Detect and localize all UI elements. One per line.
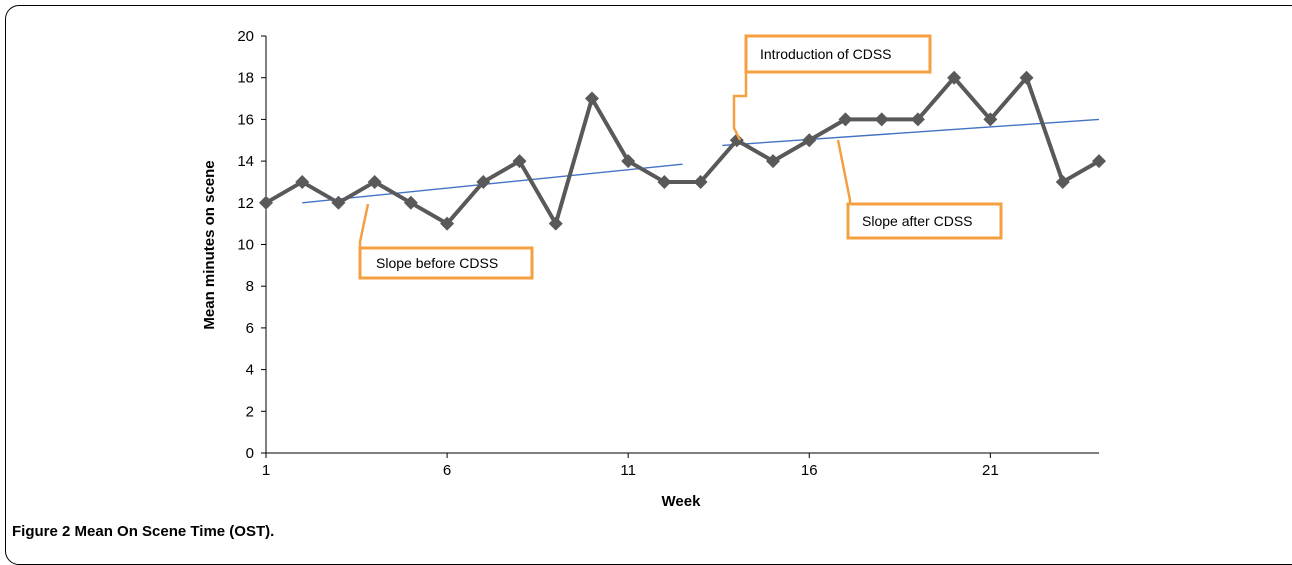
data-point [621, 154, 636, 169]
callout-introduction: Introduction of CDSS [760, 46, 892, 62]
callouts: Slope before CDSS Introduction of CDSS S… [358, 34, 1003, 280]
y-tick-label: 4 [246, 362, 254, 379]
callout-box-slope-after [846, 202, 1003, 240]
data-point [331, 195, 346, 210]
callout-slope-before: Slope before CDSS [376, 255, 498, 271]
trendlines [302, 118, 1100, 204]
callout-box-slope-before [358, 246, 534, 280]
figure-label: Figure 2 [12, 523, 71, 540]
x-tick-label: 16 [801, 462, 818, 479]
y-tick-label: 12 [237, 195, 254, 212]
y-axis-ticks: 0 2 4 6 8 10 12 14 16 18 20 [237, 28, 266, 462]
data-point [1092, 154, 1106, 169]
data-point [440, 216, 455, 231]
data-point [766, 154, 781, 169]
x-tick-label: 21 [982, 462, 999, 479]
x-axis-title: Week [662, 493, 702, 510]
y-tick-label: 2 [246, 403, 254, 420]
y-tick-label: 18 [237, 70, 254, 87]
series-layer [259, 70, 1106, 231]
y-tick-label: 16 [237, 111, 254, 128]
x-axis-ticks: 1 6 11 16 21 [262, 453, 999, 479]
data-point [983, 112, 998, 127]
data-point [548, 216, 563, 231]
data-point [838, 112, 853, 127]
figure-caption: Figure 2 Mean On Scene Time (OST). [12, 523, 274, 540]
data-point [403, 195, 418, 210]
y-tick-label: 0 [246, 445, 254, 462]
data-point [910, 112, 925, 127]
x-tick-label: 6 [443, 462, 451, 479]
data-point [1019, 70, 1034, 85]
y-tick-label: 10 [237, 237, 254, 254]
y-tick-label: 6 [246, 320, 254, 337]
callout-slope-after: Slope after CDSS [862, 213, 973, 229]
data-point [693, 174, 708, 189]
data-point [1055, 174, 1070, 189]
data-point [476, 174, 491, 189]
data-point [367, 174, 382, 189]
y-tick-label: 8 [246, 278, 254, 295]
callout-box-introduction [744, 34, 932, 74]
y-tick-label: 14 [237, 153, 254, 170]
callout-leader-introduction [732, 59, 748, 141]
x-tick-label: 11 [620, 462, 636, 479]
x-tick-label: 1 [262, 462, 270, 479]
figure-title: Mean On Scene Time (OST). [74, 523, 275, 540]
data-point [295, 174, 310, 189]
data-point [874, 112, 889, 127]
data-point [802, 133, 817, 148]
data-point [584, 91, 599, 106]
trendline-before-cdss [302, 163, 683, 204]
data-point [947, 70, 962, 85]
data-point [657, 174, 672, 189]
trendline-after-cdss [722, 118, 1100, 147]
data-point [259, 195, 273, 210]
series-line [265, 75, 1100, 226]
data-point [729, 133, 744, 148]
y-axis-title: Mean minutes on scene [201, 160, 218, 329]
y-tick-label: 20 [237, 28, 254, 45]
data-point [512, 154, 527, 169]
